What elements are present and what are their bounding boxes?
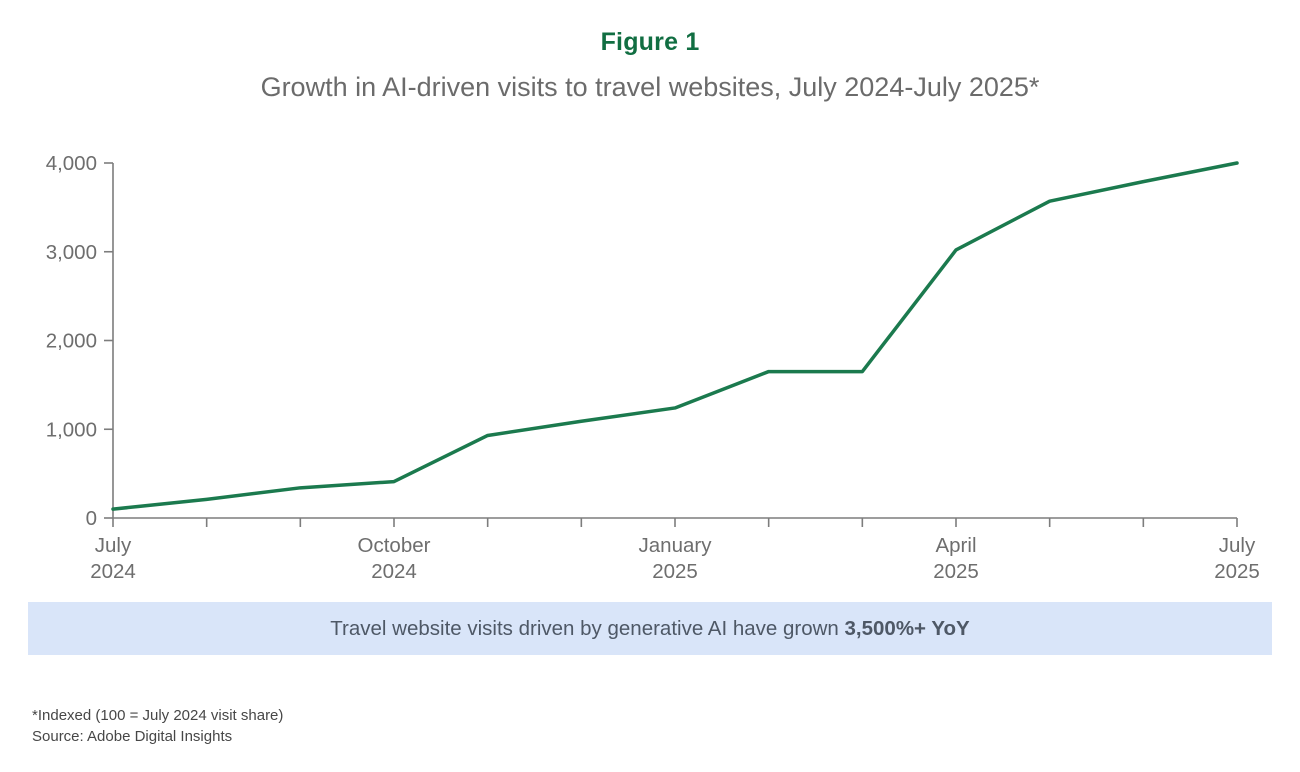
footnote-indexed: *Indexed (100 = July 2024 visit share) [32, 707, 284, 724]
x-tick-label-year: 2024 [90, 560, 136, 583]
footnote-source: Source: Adobe Digital Insights [32, 728, 233, 745]
y-tick-label: 2,000 [46, 330, 97, 353]
chart-title: Growth in AI-driven visits to travel web… [260, 72, 1040, 102]
y-tick-label: 4,000 [46, 152, 97, 175]
banner-highlight: 3,500%+ YoY [844, 616, 970, 640]
figure-label: Figure 1 [600, 28, 700, 56]
chart-canvas: 0 1,000 2,000 3,000 4,000 July 2024 October 2024… [46, 152, 1260, 583]
y-tick-label: 0 [86, 507, 97, 530]
x-tick-label-year: 2025 [652, 560, 698, 583]
x-tick-label-year: 2024 [371, 560, 417, 583]
insight-banner: Travel website visits driven by generati… [28, 602, 1272, 655]
line-chart: 0 1,000 2,000 3,000 4,000 July 2024 October 2024… [0, 130, 1300, 590]
x-tick-label-month: April [935, 534, 976, 557]
banner-text: Travel website visits driven by generati… [330, 616, 845, 640]
data-line [111, 161, 1239, 511]
x-tick-label-year: 2025 [933, 560, 979, 583]
y-tick-label: 3,000 [46, 241, 97, 264]
x-tick-label-month: October [358, 534, 431, 557]
axis-lines [112, 163, 1237, 519]
x-tick-label-year: 2025 [1214, 560, 1260, 583]
x-tick-label-month: July [1219, 534, 1256, 557]
x-tick-label-month: July [95, 534, 132, 557]
footnotes: *Indexed (100 = July 2024 visit share) S… [32, 705, 283, 747]
y-tick-label: 1,000 [46, 418, 97, 441]
x-tick-label-month: January [639, 534, 713, 557]
